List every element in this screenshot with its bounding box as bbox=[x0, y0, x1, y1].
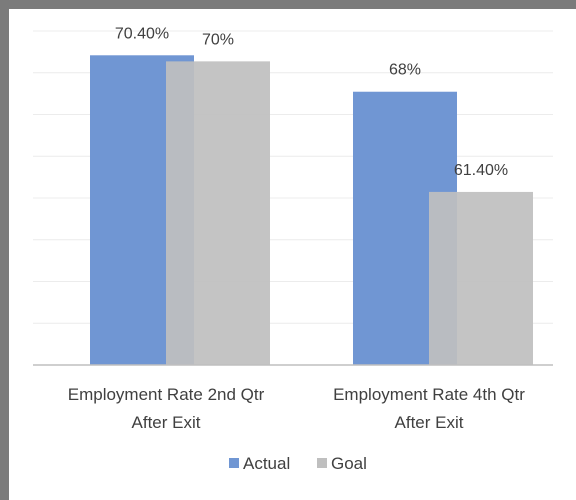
chart-frame: 70.40% 68% 70% 61.40% Employment Rate 2nd Q… bbox=[9, 9, 576, 500]
data-label-goal-2: 61.40% bbox=[454, 162, 508, 179]
data-label-actual-1: 70.40% bbox=[115, 25, 169, 42]
legend-swatch-actual bbox=[229, 458, 239, 468]
data-label-actual-2: 68% bbox=[389, 62, 421, 79]
category-label-1-line-2: After Exit bbox=[132, 413, 201, 432]
category-labels: Employment Rate 2nd Qtr After Exit Employm… bbox=[68, 385, 525, 432]
legend-swatch-goal bbox=[317, 458, 327, 468]
bar-goal-1 bbox=[166, 61, 270, 365]
category-label-1-line-1: Employment Rate 2nd Qtr bbox=[68, 385, 265, 404]
category-label-2-line-2: After Exit bbox=[395, 413, 464, 432]
bar-chart: 70.40% 68% 70% 61.40% Employment Rate 2nd Q… bbox=[33, 25, 553, 473]
data-label-goal-1: 70% bbox=[202, 31, 234, 48]
bars bbox=[90, 55, 533, 366]
bar-goal-2 bbox=[429, 191, 533, 365]
data-labels: 70.40% 68% 70% 61.40% bbox=[115, 25, 508, 179]
legend-label-actual: Actual bbox=[243, 454, 290, 473]
legend-label-goal: Goal bbox=[331, 454, 367, 473]
category-label-2-line-1: Employment Rate 4th Qtr bbox=[333, 385, 525, 404]
legend: Actual Goal bbox=[229, 454, 367, 473]
